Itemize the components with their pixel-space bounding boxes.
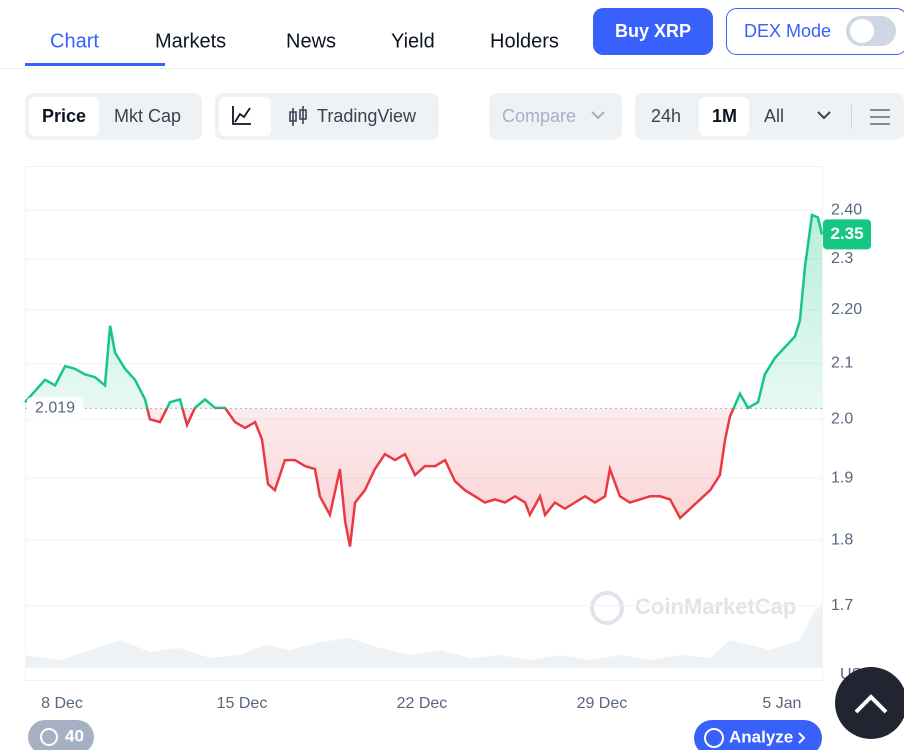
- line-icon: [232, 106, 251, 125]
- divider: [0, 68, 904, 69]
- dex-label: DEX Mode: [744, 21, 831, 41]
- y-tick-label: 1.9: [831, 469, 853, 486]
- price-toggle[interactable]: Price: [42, 106, 86, 126]
- y-tick-label: 2.1: [831, 355, 853, 372]
- tab[interactable]: Yield: [391, 30, 435, 52]
- y-tick-label: 2.20: [831, 301, 862, 318]
- scroll-top[interactable]: [835, 667, 904, 739]
- settings-icon[interactable]: [870, 109, 890, 125]
- volume-area: [25, 605, 822, 668]
- compare-dropdown[interactable]: [489, 93, 622, 140]
- candle-icon: [289, 106, 307, 126]
- range[interactable]: All: [764, 106, 784, 126]
- tab-underline: [25, 63, 165, 66]
- chevron: [798, 732, 806, 744]
- clock-icon: [40, 728, 58, 746]
- up-arrow: [854, 694, 888, 714]
- comments-badge[interactable]: [28, 720, 94, 750]
- baseline-tag: [27, 397, 83, 420]
- y-tick-label: 1.7: [831, 597, 853, 614]
- tab[interactable]: Chart: [50, 30, 99, 52]
- area: [25, 215, 822, 547]
- x-tick-label: 22 Dec: [397, 695, 448, 712]
- y-tick-label: 2.0: [831, 410, 853, 427]
- separator: [851, 105, 852, 129]
- buy-button[interactable]: [593, 8, 713, 55]
- x-tick-label: 29 Dec: [577, 695, 628, 712]
- mktcap-toggle[interactable]: Mkt Cap: [114, 106, 181, 126]
- range[interactable]: 24h: [651, 106, 681, 126]
- x-tick-label: 8 Dec: [41, 695, 83, 712]
- x-tick-label: 15 Dec: [217, 695, 268, 712]
- last-price-label: 2.35: [830, 224, 863, 243]
- x-tick-label: 5 Jan: [762, 695, 801, 712]
- watermark: CoinMarketCap: [635, 594, 796, 619]
- y-tick-label: 1.8: [831, 531, 853, 548]
- active-range: [699, 97, 749, 136]
- price-line: [24, 213, 824, 547]
- range[interactable]: 1M: [712, 106, 737, 126]
- analyze-icon: [704, 728, 724, 748]
- y-tick-label: 2.3: [831, 250, 853, 267]
- tradingview-toggle[interactable]: TradingView: [317, 106, 417, 126]
- analyze-label: Analyze: [729, 727, 793, 746]
- watermark-logo: [590, 591, 624, 625]
- chevron[interactable]: [817, 111, 831, 120]
- tab[interactable]: News: [286, 30, 336, 52]
- compare-label: Compare: [502, 106, 576, 126]
- active-toggle[interactable]: [29, 97, 99, 136]
- chevron: [591, 111, 605, 120]
- buy-label: Buy XRP: [615, 21, 691, 41]
- plot: 1.7 1.8 1.9 2.0 2.1 2.20 2.3 2.40 8 Dec 15 Dec 22 …: [24, 201, 874, 712]
- y-tick-label: 2.40: [831, 201, 862, 218]
- chart-frame: [25, 166, 823, 681]
- tab[interactable]: Holders: [490, 30, 559, 52]
- analyze-button[interactable]: [694, 720, 822, 750]
- last-price-tag: [823, 219, 871, 250]
- baseline-label: 2.019: [35, 400, 75, 417]
- badge-count: 40: [65, 726, 84, 745]
- tab[interactable]: Markets: [155, 30, 226, 52]
- toggle-knob: [850, 19, 874, 43]
